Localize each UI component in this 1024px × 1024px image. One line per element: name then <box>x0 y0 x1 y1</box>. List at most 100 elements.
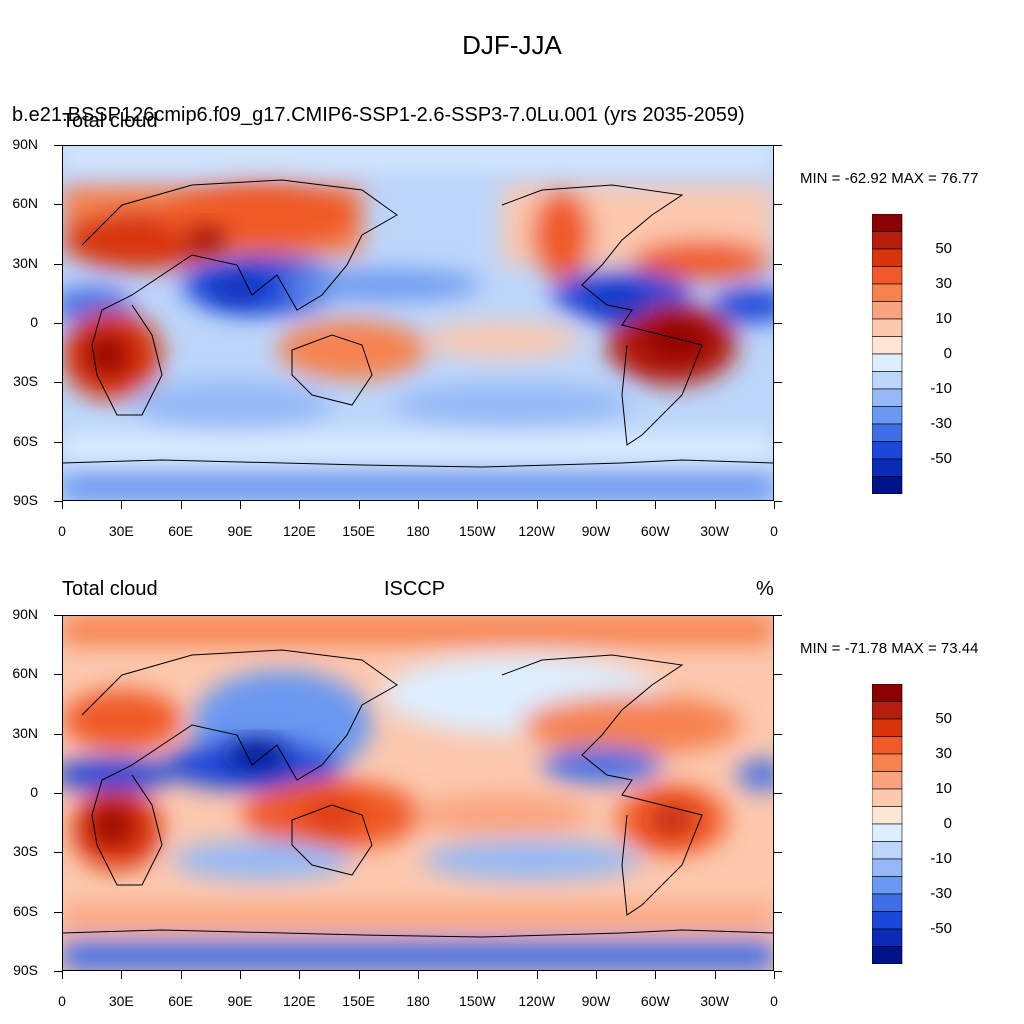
panel2-lon-tick-label: 0 <box>58 993 66 1009</box>
colorbar-swatch <box>872 893 903 912</box>
panel2-lon-tick-label: 0 <box>770 993 778 1009</box>
colorbar-swatch <box>872 353 903 372</box>
panel1-lon-tick-mark <box>240 501 241 509</box>
panel1-stats: MIN = -62.92 MAX = 76.77 <box>800 170 979 187</box>
panel2-lat-tick-mark <box>54 674 62 676</box>
panel1-lat-tick-label: 30N <box>12 254 38 271</box>
panel1-lon-tick-label: 90W <box>581 523 611 539</box>
panel1-lon-tick-mark <box>62 501 63 509</box>
colorbar-swatch <box>872 841 903 860</box>
panel1-lat-tick-mark <box>54 501 62 502</box>
panel1-lat-tick-mark <box>774 323 782 324</box>
panel2-lat-tick-mark <box>774 793 782 794</box>
panel2-lat-tick-label: 0 <box>30 784 38 800</box>
panel1-lon-tick-label: 120E <box>282 523 316 539</box>
panel2-lat-tick-label: 30N <box>12 724 38 741</box>
panel1-lon-tick-label: 30W <box>700 523 730 539</box>
colorbar-swatch <box>872 336 903 355</box>
colorbar-swatch <box>872 946 903 964</box>
panel1-map <box>62 145 774 501</box>
panel1-lon-tick-label: 120W <box>518 523 555 539</box>
main-title: DJF-JJA <box>462 30 562 60</box>
colorbar-swatch <box>872 388 903 407</box>
colorbar-swatch <box>872 876 903 895</box>
panel2-lat-tick-label: 90S <box>13 962 38 978</box>
panel2-colorbar <box>872 684 903 964</box>
panel2-map <box>62 615 774 971</box>
panel2-lon-tick-label: 30W <box>700 993 730 1009</box>
colorbar-swatch <box>872 753 903 772</box>
colorbar-label: -50 <box>930 920 952 937</box>
panel2-left-label: Total cloud <box>62 578 158 600</box>
colorbar-label: 0 <box>943 345 952 362</box>
panel2-lon-tick-mark <box>62 971 63 979</box>
panel2-lon-tick-mark <box>240 971 241 979</box>
panel1-lon-tick-mark <box>655 501 657 509</box>
panel2-lat-tick-label: 60S <box>13 902 38 919</box>
panel2-lon-tick-mark <box>180 971 182 979</box>
panel1-lon-tick-mark <box>299 501 301 509</box>
panel1-lat-tick-mark <box>54 145 62 146</box>
panel1-lat-tick-mark <box>54 204 62 206</box>
panel2-lon-tick-mark <box>418 971 419 979</box>
colorbar-swatch <box>872 266 903 285</box>
panel1-left-label: Total cloud <box>62 110 158 132</box>
panel2-lon-tick-label: 120W <box>518 993 555 1009</box>
panel2-lat-tick-label: 60N <box>12 665 38 682</box>
panel1-lon-tick-label: 90E <box>227 523 253 539</box>
colorbar-swatch <box>872 718 903 737</box>
colorbar-label: -10 <box>930 850 952 867</box>
colorbar-label: 50 <box>935 710 952 727</box>
colorbar-label: -30 <box>930 885 952 902</box>
panel2-lon-tick-mark <box>536 971 538 979</box>
panel1-lon-tick-mark <box>477 501 479 509</box>
panel1-lon-tick-label: 180 <box>406 523 430 539</box>
panel1-lon-tick-label: 0 <box>770 523 778 539</box>
panel1-lon-tick-label: 60W <box>640 523 670 539</box>
colorbar-swatch <box>872 684 903 702</box>
panel2-lat-tick-label: 30S <box>13 843 38 860</box>
panel2-lat-tick-mark <box>54 733 62 735</box>
panel2-units-label: % <box>756 578 774 600</box>
panel2-stats: MIN = -71.78 MAX = 73.44 <box>800 640 979 657</box>
colorbar-swatch <box>872 301 903 320</box>
panel1-lon-tick-label: 150W <box>459 523 496 539</box>
panel2-lon-tick-mark <box>358 971 360 979</box>
colorbar-swatch <box>872 476 903 494</box>
colorbar-swatch <box>872 458 903 477</box>
panel1-lon-tick-label: 60E <box>168 523 194 539</box>
colorbar-swatch <box>872 788 903 807</box>
panel2-lon-tick-mark <box>121 971 123 979</box>
panel2-lat-tick-mark <box>774 971 782 972</box>
colorbar-swatch <box>872 283 903 302</box>
colorbar-label: -50 <box>930 450 952 467</box>
panel1-lon-tick-mark <box>418 501 419 509</box>
panel1-lat-tick-label: 90S <box>13 492 38 508</box>
colorbar-swatch <box>872 441 903 460</box>
colorbar-swatch <box>872 771 903 790</box>
panel1-colorbar <box>872 214 903 494</box>
panel2-lat-tick-mark <box>54 615 62 616</box>
case-name: b.e21.BSSP126cmip6.f09_g17.CMIP6-SSP1-2.… <box>12 104 745 126</box>
colorbar-swatch <box>872 736 903 755</box>
colorbar-swatch <box>872 823 903 842</box>
panel1-lon-tick-label: 150E <box>342 523 375 539</box>
panel1-lat-tick-mark <box>54 263 62 265</box>
panel2-lat-tick-mark <box>54 793 62 794</box>
panel2-lat-tick-mark <box>54 852 62 854</box>
panel1-lon-tick-mark <box>774 501 775 509</box>
panel2-lon-tick-label: 90E <box>227 993 253 1009</box>
colorbar-label: 10 <box>935 780 952 797</box>
panel2-lat-tick-label: 90N <box>12 606 38 622</box>
panel1-lon-tick-mark <box>180 501 182 509</box>
colorbar-swatch <box>872 701 903 720</box>
colorbar-swatch <box>872 858 903 877</box>
panel1-lat-tick-mark <box>54 441 62 443</box>
panel2-lon-tick-label: 30E <box>108 993 134 1009</box>
colorbar-swatch <box>872 231 903 250</box>
panel1-lat-tick-mark <box>774 204 782 206</box>
colorbar-swatch <box>872 248 903 267</box>
colorbar-swatch <box>872 318 903 337</box>
panel1-lon-tick-mark <box>121 501 123 509</box>
panel2-lon-tick-mark <box>655 971 657 979</box>
